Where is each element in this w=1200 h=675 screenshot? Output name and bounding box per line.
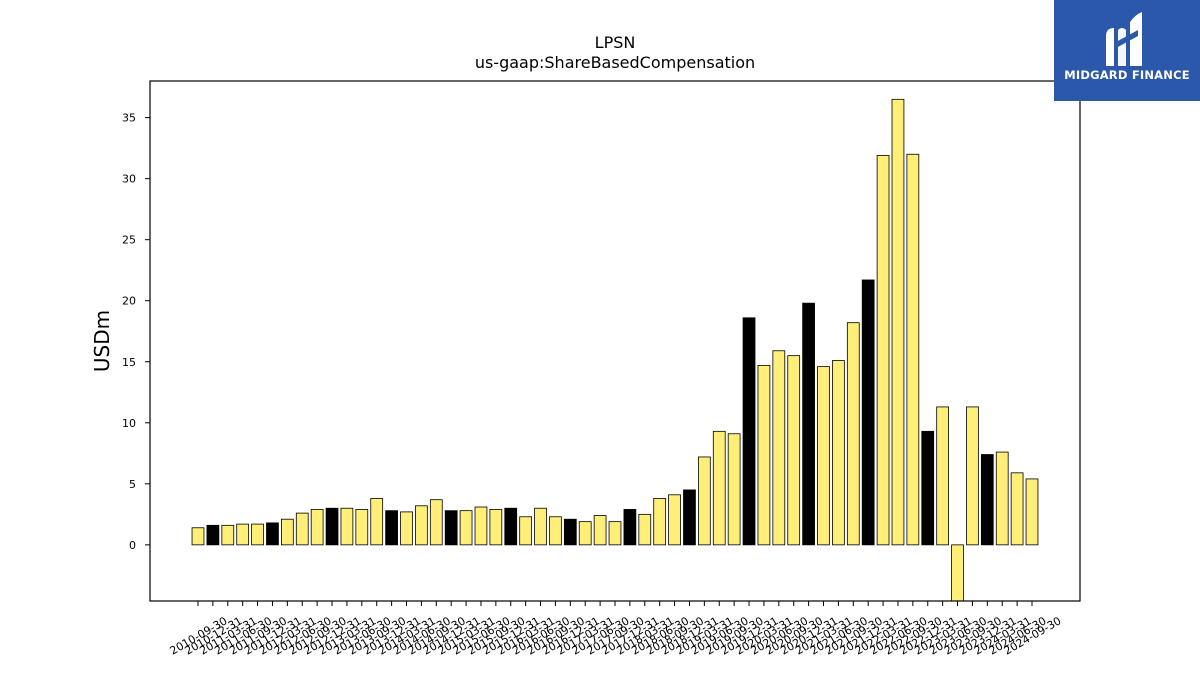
bar-2019-12-31 <box>742 317 756 546</box>
y-tick-label: 5 <box>129 478 136 491</box>
bar-2020-09-30 <box>787 355 801 546</box>
bar-2023-09-30 <box>966 406 979 546</box>
bar-2023-06-30 <box>951 544 964 602</box>
bar-2020-03-31 <box>757 365 771 546</box>
y-axis-label: USDm <box>90 310 114 372</box>
bar-2016-03-31 <box>519 516 533 546</box>
midgard-finance-logo: MIDGARD FINANCE <box>1054 0 1200 101</box>
bar-2021-09-30 <box>846 322 860 546</box>
bar-2013-09-30 <box>370 498 384 546</box>
bar-2023-12-31 <box>980 454 994 546</box>
bar-2014-06-30 <box>415 505 428 546</box>
bar-2016-12-31 <box>563 518 577 546</box>
bar-2011-06-30 <box>236 523 250 546</box>
plot-frame <box>149 80 1081 602</box>
bar-2019-06-30 <box>712 430 726 546</box>
y-tick-label: 15 <box>122 356 136 369</box>
bar-2024-03-31 <box>995 451 1009 546</box>
chart-subtitle: us-gaap:ShareBasedCompensation <box>475 53 755 72</box>
bar-2024-06-30 <box>1010 472 1024 546</box>
bar-2020-12-31 <box>802 302 815 546</box>
bar-2018-03-31 <box>638 513 652 546</box>
bar-2021-12-31 <box>861 279 875 546</box>
bar-2019-03-31 <box>698 456 711 546</box>
bar-2011-09-30 <box>251 523 264 546</box>
bar-2015-06-30 <box>474 506 488 546</box>
y-tick-label: 20 <box>122 295 136 308</box>
bar-2016-06-30 <box>534 507 547 546</box>
logo-text: MIDGARD FINANCE <box>1064 68 1190 82</box>
bar-2022-09-30 <box>906 153 920 546</box>
bar-2018-09-30 <box>668 494 681 546</box>
bar-2023-03-31 <box>936 406 950 546</box>
bar-2013-03-31 <box>340 507 354 546</box>
bar-2017-03-31 <box>578 521 592 546</box>
bar-2012-12-31 <box>325 507 339 546</box>
bar-2020-06-30 <box>772 350 786 546</box>
bar-2014-03-31 <box>400 511 413 546</box>
bar-2022-06-30 <box>891 98 905 546</box>
bar-2015-12-31 <box>504 507 518 546</box>
bar-2015-03-31 <box>459 510 473 546</box>
bar-2018-06-30 <box>653 498 667 546</box>
bar-2012-09-30 <box>310 509 324 546</box>
chart-title: LPSN <box>595 33 636 52</box>
bar-2024-09-30 <box>1025 478 1039 546</box>
y-tick-label: 25 <box>122 234 136 247</box>
bar-2016-09-30 <box>549 516 562 546</box>
bar-2022-03-31 <box>876 155 890 546</box>
y-axis: 0 5 10 15 20 25 30 35 <box>122 112 150 552</box>
bar-2019-09-30 <box>727 433 741 546</box>
bar-2012-03-31 <box>280 518 294 546</box>
bar-2017-06-30 <box>593 515 607 546</box>
bar-2014-12-31 <box>444 510 458 546</box>
bars-group <box>191 98 1039 602</box>
bar-2015-09-30 <box>489 509 503 546</box>
bar-2017-12-31 <box>623 509 637 546</box>
bar-2011-12-31 <box>266 522 279 546</box>
bar-2012-06-30 <box>295 512 309 546</box>
y-tick-label: 0 <box>129 539 136 552</box>
bar-2013-12-31 <box>385 510 398 546</box>
bar-2021-03-31 <box>817 366 830 546</box>
bar-2022-12-31 <box>921 430 935 546</box>
y-tick-label: 10 <box>122 417 136 430</box>
x-axis: 2010-09-302010-12-312011-03-312011-06-30… <box>168 601 1064 658</box>
bar-2017-09-30 <box>608 521 622 546</box>
bar-2010-12-31 <box>206 524 220 546</box>
bar-2011-03-31 <box>221 524 235 546</box>
y-tick-label: 35 <box>122 112 136 125</box>
bar-2013-06-30 <box>355 509 369 546</box>
bar-2018-12-31 <box>683 489 696 546</box>
bar-2010-09-30 <box>191 527 205 546</box>
bar-2021-06-30 <box>832 360 845 546</box>
y-tick-label: 30 <box>122 173 136 186</box>
midgard-logo-icon <box>1106 12 1142 66</box>
bar-2014-09-30 <box>429 499 443 546</box>
